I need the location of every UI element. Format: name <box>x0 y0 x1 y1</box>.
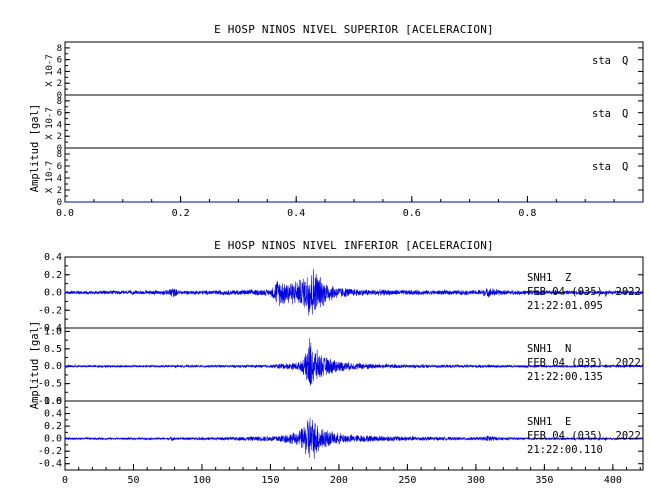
x-tick-label: 200 <box>330 475 348 486</box>
scale-label: X 10-7 <box>45 107 55 140</box>
x-tick-label: 0.0 <box>56 208 74 219</box>
panel-sta-q: 8 64 2 0X 10-7 sta Q <box>45 94 644 154</box>
panel-sta-q: 8 64 2 0X 10-7 sta Q <box>45 41 644 101</box>
y-tick-label: 1.0 <box>44 326 62 337</box>
x-tick-label: 250 <box>398 475 416 486</box>
panel-snh1-z: 0.4 0.2 0.0 -0.2 -0.4 SNH1 Z FEB 04 (035), 2022… <box>38 252 644 334</box>
station-channel: sta Q <box>592 161 628 173</box>
panel-frame <box>64 147 644 203</box>
panel-frame <box>64 41 644 96</box>
y-tick-label: -0.5 <box>38 379 62 390</box>
x-tick-label: 0.8 <box>518 208 536 219</box>
scale-label: X 10-7 <box>45 54 55 87</box>
x-tick-label: 50 <box>127 475 139 486</box>
x-tick-label: 300 <box>467 475 485 486</box>
y-axis-label: Amplitud [gal] <box>29 321 41 410</box>
y-tick-label: 0.4 <box>44 409 62 420</box>
y-tick-label: 8 <box>57 150 62 160</box>
x-tick-label: 350 <box>535 475 553 486</box>
x-tick-label: 0 <box>62 475 68 486</box>
y-tick-label: 8 <box>57 97 62 107</box>
y-tick-label: 8 <box>57 44 62 54</box>
station-time: 21:22:00.110 <box>527 444 603 456</box>
y-tick-label: 4 <box>57 174 62 184</box>
panel-sta-q: 8 6 4 2 0X 10-7 sta Q <box>45 147 644 208</box>
station-channel: SNH1 Z <box>527 272 571 284</box>
y-tick-label: 0.0 <box>44 288 62 299</box>
y-tick-label: 0 <box>57 91 62 101</box>
x-tick-label: 150 <box>261 475 279 486</box>
x-tick-label: 0.2 <box>172 208 190 219</box>
y-tick-label: 6 <box>57 109 62 119</box>
y-axis-label: Amplitud [gal] <box>29 104 41 193</box>
panel-snh1-n: 1.0 0.5 0.0 -0.5 -1.0 SNH1 N FEB 04 (035), 2022… <box>38 326 644 407</box>
y-tick-label: 6 <box>57 162 62 172</box>
station-time: 21:22:01.095 <box>527 300 603 312</box>
y-tick-label: 0 <box>57 144 62 154</box>
y-tick-label: 0.4 <box>44 252 62 263</box>
station-channel: SNH1 E <box>527 416 571 428</box>
station-time: 21:22:00.135 <box>527 371 603 383</box>
y-tick-label: 2 <box>57 132 62 142</box>
y-tick-label: 0.0 <box>44 434 62 445</box>
chart-upper-level: E HOSP NINOS NIVEL SUPERIOR [ACELERACION… <box>29 23 644 219</box>
y-tick-label: 2 <box>57 186 62 196</box>
waveform-trace <box>64 417 644 459</box>
y-tick-label: 0.0 <box>44 361 62 372</box>
y-tick-label: 4 <box>57 67 62 77</box>
y-tick-label: 4 <box>57 120 62 130</box>
y-tick-label: 0 <box>57 198 62 208</box>
y-tick-label: 2 <box>57 79 62 89</box>
y-tick-label: 6 <box>57 56 62 66</box>
y-tick-label: -1.0 <box>38 396 62 407</box>
station-channel: sta Q <box>592 55 628 67</box>
y-tick-label: -0.4 <box>38 459 62 470</box>
panel-snh1-e: 0.6 0.40.2 0.0-0.2 -0.4 SNH1 E FEB 04 (035), 2… <box>38 396 644 471</box>
station-date: FEB 04 (035), 2022 <box>527 357 641 369</box>
chart-title: E HOSP NINOS NIVEL SUPERIOR [ACELERACION… <box>214 23 494 36</box>
y-tick-label: 0.5 <box>44 344 62 355</box>
chart-title: E HOSP NINOS NIVEL INFERIOR [ACELERACION… <box>214 239 494 252</box>
x-tick-label: 0.6 <box>403 208 421 219</box>
y-tick-label: 0.2 <box>44 421 62 432</box>
panel-frame <box>64 94 644 149</box>
y-tick-label: 0.2 <box>44 270 62 281</box>
station-date: FEB 04 (035), 2022 <box>527 430 641 442</box>
station-date: FEB 04 (035), 2022 <box>527 286 641 298</box>
x-tick-label: 0.4 <box>287 208 305 219</box>
scale-label: X 10-7 <box>45 161 55 194</box>
x-tick-label: 100 <box>193 475 211 486</box>
chart-lower-level: E HOSP NINOS NIVEL INFERIOR [ACELERACION… <box>29 239 644 486</box>
y-tick-label: -0.4 <box>38 323 62 334</box>
y-tick-label: -0.2 <box>38 446 62 457</box>
station-channel: sta Q <box>592 108 628 120</box>
waveform-trace <box>64 338 644 386</box>
x-tick-label: 400 <box>604 475 622 486</box>
waveform-trace <box>64 268 644 316</box>
station-channel: SNH1 N <box>527 343 571 355</box>
y-tick-label: -0.2 <box>38 305 62 316</box>
panel-frame <box>64 400 644 471</box>
y-tick-label: 0.6 <box>44 396 62 407</box>
